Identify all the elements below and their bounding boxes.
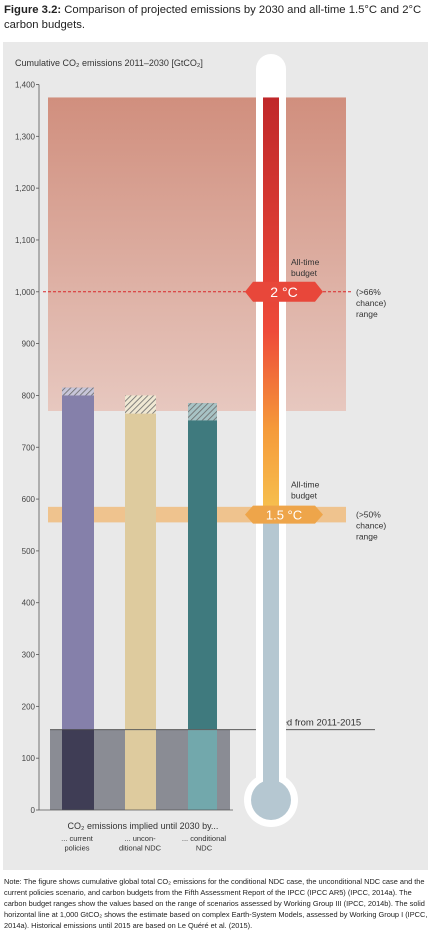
conditional-ndc-range-hatch (188, 403, 217, 421)
unconditional-ndc-bar (125, 413, 156, 810)
budget-2c-title-line-1: All-time (291, 257, 320, 267)
current-policies-range-hatch (62, 387, 94, 396)
15c-marker-label: 1.5 °C (266, 508, 302, 523)
y-axis-title: Cumulative CO₂ emissions 2011–2030 [GtCO… (15, 58, 203, 68)
current-policies-emitted-segment (62, 729, 94, 810)
figure-label: Figure 3.2: (4, 4, 62, 16)
y-tick-label-1200: 1,200 (15, 184, 36, 193)
y-tick-label-400: 400 (22, 599, 36, 608)
budget-15c-title-line-1: All-time (291, 480, 320, 490)
figure-note: Note: The figure shows cumulative global… (4, 877, 428, 930)
y-tick-label-1300: 1,300 (15, 132, 36, 141)
unconditional-ndc-range-hatch (125, 395, 156, 414)
category-label-2-line-1: ... uncon- (124, 834, 156, 843)
category-label-1-line-1: ... current (61, 834, 94, 843)
budget-15c-chance-line-1: (>50% (356, 510, 381, 520)
figure-title-text: Comparison of projected emissions by 203… (4, 4, 422, 31)
y-tick-label-900: 900 (22, 340, 36, 349)
conditional-ndc-emitted-segment (188, 729, 217, 810)
emissions-chart: Emitted from 2011-2015 2 °C 1.5 °C All-time… (15, 54, 386, 853)
category-label-3-line-2: NDC (196, 844, 213, 853)
y-tick-label-300: 300 (22, 651, 36, 660)
budget-2c-band (48, 97, 346, 411)
budget-2c-title-line-2: budget (291, 268, 318, 278)
thermometer-fill (263, 97, 279, 523)
y-tick-label-1400: 1,400 (15, 81, 36, 90)
emitted-label: Emitted from 2011-2015 (260, 718, 361, 729)
y-tick-label-800: 800 (22, 391, 36, 400)
budget-2c-chance-line-2: chance) (356, 298, 386, 308)
2c-marker (245, 281, 323, 302)
y-tick-label-0: 0 (31, 806, 36, 815)
x-axis-title: CO₂ emissions implied until 2030 by... (68, 821, 219, 831)
y-tick-label-1000: 1,000 (15, 288, 36, 297)
category-label-2-line-2: ditional NDC (119, 844, 162, 853)
budget-2c-chance-line-1: (>66% (356, 287, 381, 297)
y-tick-label-200: 200 (22, 702, 36, 711)
y-tick-label-100: 100 (22, 754, 36, 763)
category-label-1-line-2: policies (64, 844, 89, 853)
chart-panel: Emitted from 2011-2015 2 °C 1.5 °C All-time… (3, 42, 428, 870)
budget-15c-chance-line-3: range (356, 532, 378, 542)
thermometer-stem (263, 522, 279, 800)
y-tick-label-700: 700 (22, 443, 36, 452)
category-label-3-line-1: ... conditional (182, 834, 227, 843)
2c-marker-label: 2 °C (270, 284, 297, 300)
budget-15c-title-line-2: budget (291, 491, 318, 501)
y-tick-label-600: 600 (22, 495, 36, 504)
y-tick-label-500: 500 (22, 547, 36, 556)
budget-2c-chance-line-3: range (356, 309, 378, 319)
budget-15c-chance-line-2: chance) (356, 521, 386, 531)
15c-marker (245, 505, 323, 524)
unconditional-ndc-emitted-segment (125, 730, 156, 810)
y-tick-label-1100: 1,100 (15, 236, 36, 245)
figure-title: Figure 3.2: Comparison of projected emis… (4, 3, 424, 33)
